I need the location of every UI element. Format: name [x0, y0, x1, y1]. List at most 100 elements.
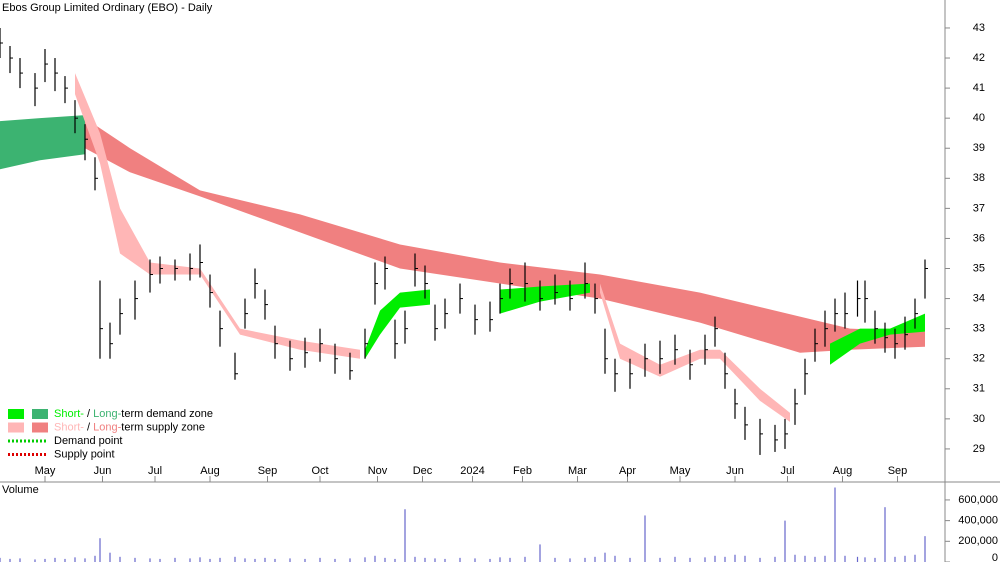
volume-bar: [304, 558, 306, 562]
volume-bar: [774, 556, 776, 562]
volume-bar: [244, 558, 246, 562]
y-tick-label: 29: [973, 443, 985, 455]
volume-bar: [474, 558, 476, 562]
x-tick-label: Jun: [94, 465, 112, 477]
volume-bar: [744, 555, 746, 562]
zone-band: [600, 283, 790, 422]
volume-bar: [119, 556, 121, 562]
legend-text-part: term supply zone: [121, 421, 205, 433]
volume-bar: [594, 556, 596, 562]
volume-bar: [374, 555, 376, 562]
volume-bar: [189, 558, 191, 562]
legend-text-part: Short-: [54, 421, 84, 433]
volume-bar: [289, 558, 291, 562]
zone-band: [365, 289, 430, 359]
legend-text-part: Short-: [54, 408, 84, 420]
x-tick-label: Jun: [726, 465, 744, 477]
volume-bar: [834, 487, 836, 562]
volume-bar: [34, 559, 36, 562]
volume-bar: [714, 555, 716, 562]
y-tick-label: 41: [973, 82, 985, 94]
x-tick-label: Sep: [258, 465, 278, 477]
volume-bar: [784, 520, 786, 562]
volume-bar: [914, 554, 916, 562]
volume-bar: [134, 557, 136, 562]
volume-bar: [234, 556, 236, 562]
y-tick-label: 200,000: [958, 535, 998, 547]
y-tick-label: 34: [973, 292, 985, 304]
legend-label: Short- / Long-term demand zone: [54, 408, 213, 420]
volume-bar: [794, 554, 796, 562]
volume-bar: [894, 556, 896, 562]
y-tick-label: 600,000: [958, 494, 998, 506]
volume-bar: [864, 557, 866, 562]
volume-bar: [64, 558, 66, 562]
y-tick-label: 42: [973, 52, 985, 64]
legend-text-part: Long-: [93, 421, 121, 433]
zone-band: [500, 283, 590, 314]
volume-bar: [334, 558, 336, 562]
volume-bar: [414, 556, 416, 562]
y-tick-label: 30: [973, 413, 985, 425]
y-tick-label: 39: [973, 142, 985, 154]
x-tick-label: Mar: [568, 465, 587, 477]
volume-bar: [569, 558, 571, 562]
volume-bar: [856, 556, 859, 562]
volume-bar: [394, 558, 396, 562]
volume-bar: [614, 555, 616, 562]
legend-swatch: [32, 409, 48, 419]
volume-bar: [804, 555, 806, 562]
volume-bar: [629, 557, 631, 562]
volume-bar: [499, 557, 501, 562]
y-tick-label: 37: [973, 202, 985, 214]
y-tick-label: 40: [973, 112, 985, 124]
volume-bar: [0, 557, 1, 562]
volume-bar: [19, 558, 21, 562]
y-tick-label: 32: [973, 353, 985, 365]
x-tick-label: May: [35, 465, 56, 477]
legend-text-part: Long-: [93, 408, 121, 420]
volume-bar: [489, 558, 491, 562]
volume-bar: [659, 557, 661, 562]
volume-bar: [524, 556, 526, 562]
volume-bar: [174, 557, 176, 562]
volume-bar: [759, 557, 761, 562]
x-tick-label: Dec: [413, 465, 433, 477]
volume-bar: [509, 557, 511, 562]
legend-swatch: [8, 422, 24, 433]
chart-title: Ebos Group Limited Ordinary (EBO) - Dail…: [2, 2, 213, 14]
volume-bar: [149, 558, 151, 562]
volume-bar: [904, 555, 906, 562]
y-tick-label: 35: [973, 262, 985, 274]
y-tick-label: 33: [973, 323, 985, 335]
volume-bar: [199, 557, 201, 562]
y-tick-label: 43: [973, 22, 985, 34]
volume-bar: [264, 557, 266, 562]
x-tick-label: Feb: [513, 465, 532, 477]
volume-bar: [219, 557, 221, 562]
volume-bar: [384, 557, 386, 562]
volume-bar: [884, 507, 886, 562]
volume-bar: [434, 558, 436, 562]
x-tick-label: Jul: [148, 465, 162, 477]
volume-bar: [459, 557, 461, 562]
volume-bar: [644, 515, 646, 562]
volume-bar: [874, 557, 876, 562]
volume-bar: [274, 558, 276, 562]
volume-bar: [99, 538, 101, 562]
legend-text-part: /: [84, 408, 93, 420]
volume-bar: [724, 556, 726, 562]
y-tick-label: 38: [973, 172, 985, 184]
x-tick-label: Aug: [833, 465, 853, 477]
legend-text-part: term demand zone: [121, 408, 213, 420]
x-tick-label: Oct: [311, 465, 328, 477]
volume-bar: [539, 544, 541, 562]
legend-label: Demand point: [54, 435, 123, 447]
volume-bar: [109, 552, 111, 562]
volume-bar: [584, 557, 586, 562]
volume-bar: [84, 558, 86, 562]
volume-bar: [844, 555, 846, 562]
y-tick-label: 0: [992, 552, 998, 562]
volume-bar: [349, 558, 351, 562]
